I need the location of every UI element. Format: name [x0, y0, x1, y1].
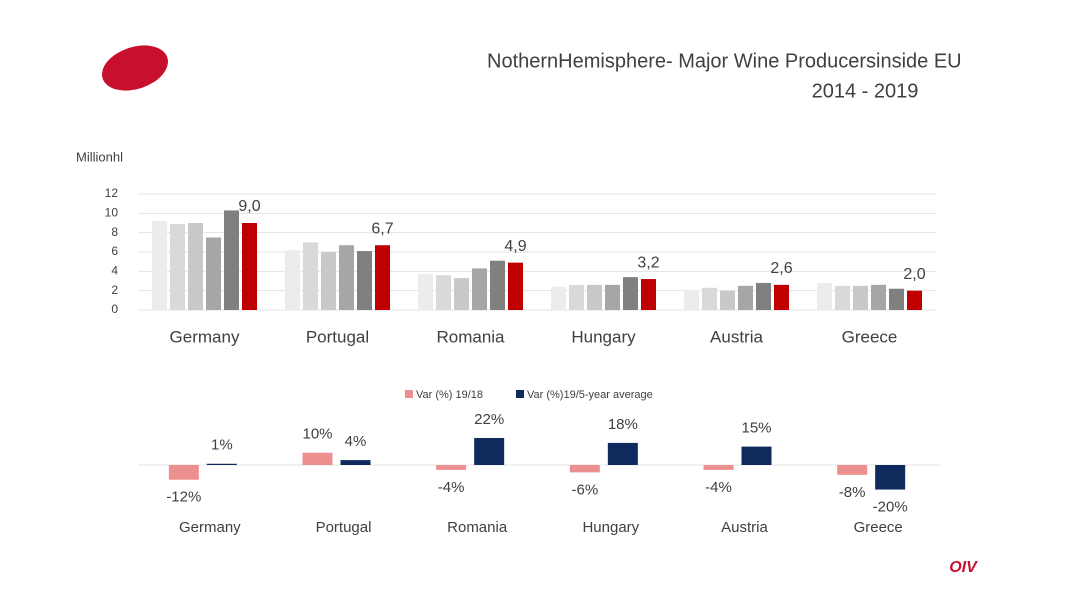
bar [774, 284, 789, 310]
bar [703, 465, 734, 470]
x-tick-label: Greece [854, 519, 903, 536]
value-label: -8% [839, 484, 866, 501]
value-label: 1% [211, 437, 233, 454]
x-tick-label: Portugal [306, 327, 369, 346]
x-tick-label: Romania [436, 327, 505, 346]
bar [436, 275, 451, 310]
bar [907, 290, 922, 310]
legend-swatch [405, 390, 413, 398]
value-label: 4,9 [504, 238, 526, 255]
value-label: 2,0 [903, 266, 925, 283]
x-tick-label: Romania [447, 519, 508, 536]
bar [607, 442, 638, 465]
value-label: -12% [166, 489, 201, 506]
subtitle: 2014 - 2019 [812, 80, 919, 102]
value-label: 15% [741, 420, 771, 437]
bar [170, 223, 185, 310]
x-tick-label: Germany [179, 519, 241, 536]
bar [875, 465, 906, 490]
legend-label: Var (%) 19/18 [416, 389, 483, 401]
bar [569, 284, 584, 310]
bar [853, 285, 868, 310]
bar [418, 274, 433, 310]
x-tick-label: Hungary [571, 327, 636, 346]
legend-label: Var (%)19/5-year average [527, 389, 653, 401]
bar [375, 245, 390, 310]
bar [285, 250, 300, 310]
value-label: 2,6 [770, 260, 792, 277]
x-tick-label: Portugal [316, 519, 372, 536]
title: NothernHemisphere- Major Wine Producersi… [487, 50, 962, 72]
bar [436, 465, 467, 470]
bar [474, 438, 505, 465]
legend-swatch [516, 390, 524, 398]
bar [206, 463, 237, 465]
value-label: 9,0 [238, 198, 260, 215]
value-label: -4% [705, 479, 732, 496]
bar [357, 251, 372, 310]
bar [889, 288, 904, 310]
bar [684, 290, 699, 310]
bar [339, 245, 354, 310]
x-tick-label: Greece [842, 327, 898, 346]
bar [490, 260, 505, 310]
bar [551, 286, 566, 310]
logo-text: OIV [949, 559, 978, 576]
y-tick-label: 12 [105, 186, 119, 200]
bar [623, 277, 638, 310]
bar [303, 242, 318, 310]
x-tick-label: Germany [170, 327, 240, 346]
bar [756, 282, 771, 310]
value-label: 10% [302, 426, 332, 443]
value-label: 6,7 [371, 220, 393, 237]
bar [738, 285, 753, 310]
value-label: 4% [345, 433, 367, 450]
bar [569, 465, 600, 473]
bar [641, 279, 656, 310]
logo-shape [102, 45, 168, 91]
y-tick-label: 6 [111, 244, 118, 258]
y-axis-label: Millionhl [76, 149, 123, 164]
y-tick-label: 4 [111, 264, 118, 278]
value-label: -20% [873, 499, 908, 516]
bar [837, 465, 868, 475]
bar [605, 284, 620, 310]
bar [321, 252, 336, 310]
bar [508, 262, 523, 310]
bar [242, 223, 257, 310]
value-label: 18% [608, 416, 638, 433]
x-tick-label: Austria [721, 519, 768, 536]
bar [720, 290, 735, 310]
bar [224, 210, 239, 310]
x-tick-label: Austria [710, 327, 763, 346]
y-tick-label: 10 [105, 206, 119, 220]
value-label: 3,2 [637, 254, 659, 271]
bar [702, 287, 717, 310]
bar [871, 284, 886, 310]
bar [168, 465, 199, 480]
bar [302, 452, 333, 465]
bar [741, 446, 772, 465]
bar [454, 278, 469, 310]
y-tick-label: 2 [111, 283, 118, 297]
value-label: 22% [474, 411, 504, 428]
bar [206, 237, 221, 310]
bar [587, 284, 602, 310]
bar [188, 223, 203, 310]
bar [835, 285, 850, 310]
bar [472, 268, 487, 310]
value-label: -6% [571, 481, 598, 498]
y-tick-label: 0 [111, 302, 118, 316]
value-label: -4% [438, 479, 465, 496]
x-tick-label: Hungary [582, 519, 639, 536]
bar [152, 221, 167, 310]
y-tick-label: 8 [111, 225, 118, 239]
bar [817, 282, 832, 310]
bar [340, 460, 371, 465]
